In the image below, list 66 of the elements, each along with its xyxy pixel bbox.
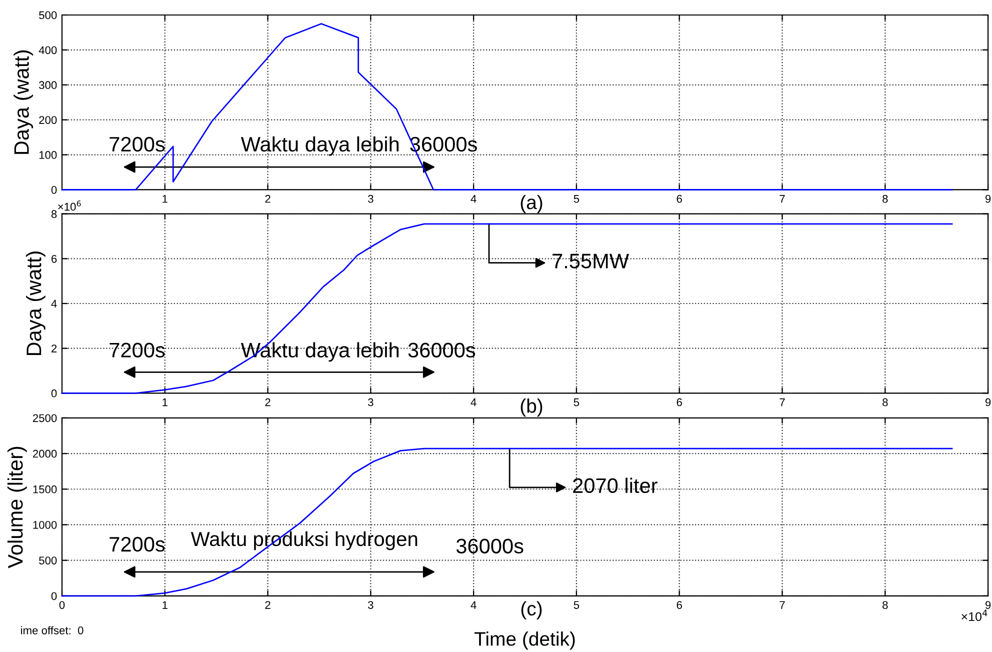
x-tick-label: 4	[470, 195, 476, 203]
text: Time (detik)	[474, 632, 575, 650]
y-tick-label: 2000	[32, 450, 57, 458]
x-tick-label: 5	[574, 398, 580, 406]
x-tick-label: 6	[676, 398, 682, 406]
x-tick-label: 6	[676, 194, 682, 203]
text: ×10$^{6}$	[58, 200, 81, 211]
text: ime offset: 0	[21, 626, 84, 634]
y-tick-label: 200	[39, 116, 57, 124]
y-tick-label: 2500	[32, 414, 57, 422]
y-tick-label: 100	[39, 151, 57, 159]
y-tick-label: 0	[51, 186, 57, 194]
y-tick-label: 500	[39, 556, 57, 564]
y-tick-label: 6	[52, 254, 57, 263]
y-tick-label: 4	[51, 300, 57, 308]
x-tick-label: 4	[470, 398, 476, 406]
annotation: 36000s	[456, 538, 524, 554]
x-tick-label: 3	[368, 398, 374, 406]
x-tick-label: 8	[882, 398, 888, 406]
text: ×10$^{4}$	[962, 610, 988, 622]
y-tick-label: 0	[51, 389, 57, 398]
x-tick-label: 9	[985, 194, 991, 203]
x-tick-label: 9	[985, 398, 991, 406]
y-tick-label: 1000	[33, 520, 57, 529]
x-axis-title: (b)	[520, 398, 542, 417]
y-axis-title: Volume (liter)	[7, 446, 27, 568]
x-tick-label: 5	[574, 601, 580, 609]
x-tick-label: 7	[780, 601, 785, 609]
x-tick-label: 2	[265, 601, 270, 609]
y-tick-label: 8	[51, 210, 57, 218]
annotation: 7200s	[110, 136, 165, 152]
annotation: Waktu daya lebih	[240, 136, 399, 156]
x-axis-title: (c)	[521, 601, 542, 620]
y-axis-title: Daya (watt)	[26, 252, 46, 356]
x-tick-label: 7	[780, 398, 785, 406]
x-tick-label: 2	[265, 194, 270, 203]
x-tick-label: 3	[368, 601, 374, 609]
x-tick-label: 4	[470, 601, 476, 609]
y-tick-label: 0	[51, 592, 57, 600]
y-tick-label: 2	[52, 344, 57, 352]
y-tick-label: 1500	[33, 485, 57, 494]
annotation: 7200s	[110, 536, 165, 552]
x-tick-label: 7	[780, 195, 785, 203]
y-tick-label: 500	[39, 11, 57, 20]
x-tick-label: 8	[882, 194, 888, 203]
x-tick-label: 9	[985, 601, 991, 609]
x-tick-label: 3	[368, 194, 374, 203]
x-tick-label: 1	[162, 398, 168, 406]
annotation: 2070 liter	[573, 478, 658, 494]
annotation: 7.55MW	[552, 254, 629, 268]
x-tick-label: 5	[574, 195, 580, 203]
y-tick-label: 400	[38, 46, 57, 54]
annotation: 36000s	[408, 342, 476, 358]
x-tick-label: 1	[162, 195, 168, 203]
y-axis-title: Daya (watt)	[14, 50, 34, 154]
x-tick-label: 0	[59, 601, 65, 609]
x-axis-title: (a)	[520, 194, 542, 214]
x-tick-label: 1	[162, 601, 168, 609]
line-series	[61, 223, 953, 394]
y-tick-label: 300	[39, 81, 57, 90]
annotation: 7200s	[110, 342, 165, 358]
x-tick-label: 8	[882, 601, 888, 609]
x-tick-label: 2	[265, 398, 270, 406]
line-series	[61, 448, 953, 597]
x-tick-label: 6	[676, 601, 682, 609]
line-series	[61, 23, 953, 190]
